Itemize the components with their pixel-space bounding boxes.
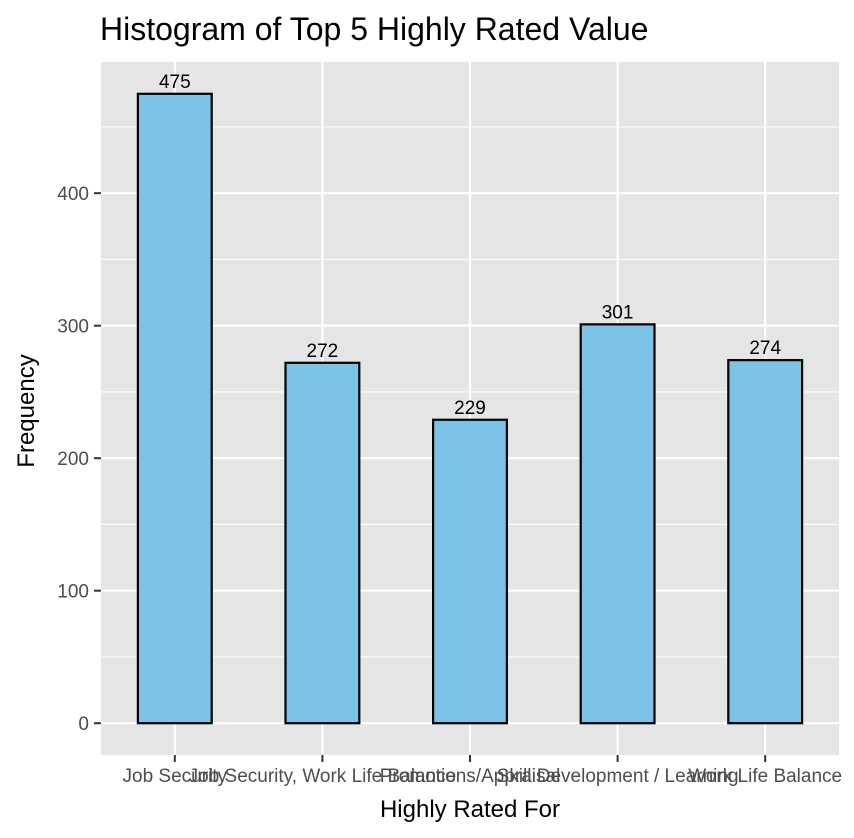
y-tick-label: 100 [57,582,89,603]
bar [136,92,213,725]
y-tick-label: 200 [57,449,89,470]
data-labels: 475 272 229 301 274 [159,72,782,419]
data-label: 301 [602,302,634,323]
data-label: 475 [159,72,191,93]
y-tick-label: 0 [78,714,89,735]
bars [136,92,804,725]
y-axis: 0 100 200 300 400 [57,184,101,735]
x-tick-label: Work Life Balance [688,766,842,787]
x-tick-label: Job Security, Work Life Balance [189,766,457,787]
y-tick-label: 400 [57,184,89,205]
chart-title: Histogram of Top 5 Highly Rated Value [100,11,648,47]
bar [432,418,509,725]
x-tick-label: Skill Development / Learning [497,766,739,787]
data-label: 272 [307,341,339,362]
bar [284,361,361,725]
y-tick-label: 300 [57,317,89,338]
y-axis-title: Frequency [13,354,40,467]
bar [579,323,656,725]
data-label: 229 [454,398,486,419]
bar [727,359,804,725]
x-axis-title: Highly Rated For [380,796,560,823]
x-tick-label: Job Security [123,766,228,787]
x-tick-label: Promotions/Appraisal [380,766,561,787]
data-label: 274 [749,338,781,359]
